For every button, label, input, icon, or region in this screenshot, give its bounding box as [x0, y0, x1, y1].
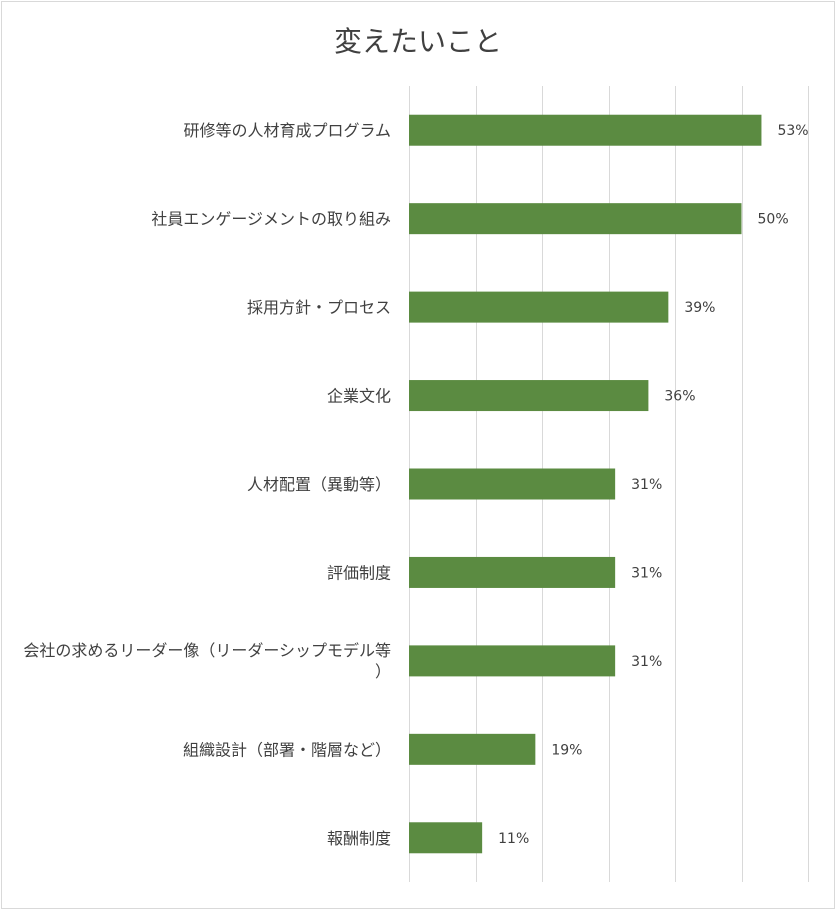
value-label: 39% [684, 300, 715, 316]
category-label: 会社の求めるリーダー像（リーダーシップモデル等） [23, 641, 391, 681]
category-label: 企業文化 [327, 387, 391, 406]
value-label: 31% [631, 654, 662, 670]
category-label: 組織設計（部署・階層など） [183, 740, 391, 759]
bar [409, 291, 669, 323]
category-labels: 研修等の人材育成プログラム社員エンゲージメントの取り組み採用方針・プロセス企業文… [23, 121, 391, 848]
value-label: 50% [758, 212, 789, 228]
category-label: 採用方針・プロセス [247, 298, 391, 317]
value-labels: 53% 50% 39% 36% 31% 31% 31% 19% 11% [498, 123, 808, 847]
bar [409, 468, 616, 500]
bar [409, 645, 616, 677]
value-label: 11% [498, 831, 529, 847]
category-label: 報酬制度 [327, 829, 391, 848]
category-label: 人材配置（異動等） [247, 475, 391, 494]
value-label: 53% [777, 123, 808, 139]
bar [409, 822, 483, 854]
bar [409, 380, 649, 412]
value-label: 31% [631, 565, 662, 581]
category-label: 研修等の人材育成プログラム [183, 121, 391, 140]
value-label: 31% [631, 477, 662, 493]
bar [409, 203, 742, 235]
bar-series [409, 114, 762, 854]
bar [409, 556, 616, 588]
value-label: 36% [664, 389, 695, 405]
category-label: 社員エンゲージメントの取り組み [151, 210, 391, 229]
bar [409, 114, 762, 146]
bar [409, 733, 536, 765]
value-label: 19% [551, 742, 582, 758]
chart-title: 変えたいこと [333, 25, 502, 58]
category-label: 評価制度 [327, 563, 391, 582]
